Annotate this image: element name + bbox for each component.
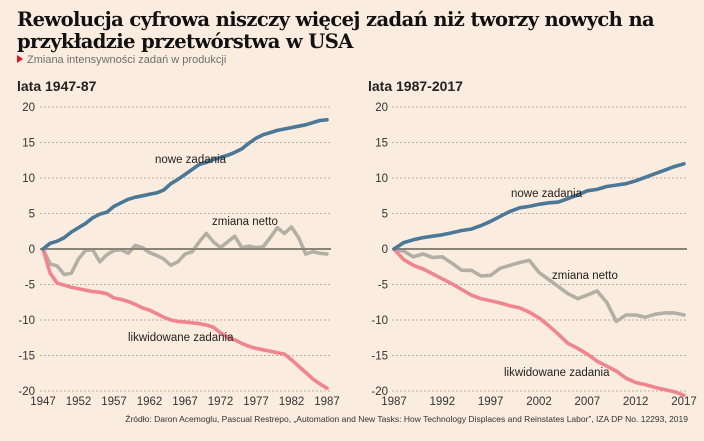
y-tick-label: 10 <box>22 173 35 185</box>
series-line-likwidowane <box>392 247 686 398</box>
series-line-nowe <box>392 162 686 251</box>
chart-title: Rewolucja cyfrowa niszczy więcej zadań n… <box>17 8 655 53</box>
x-tick-label: 1957 <box>101 396 127 408</box>
y-tick-label: 0 <box>29 244 35 256</box>
y-tick-label: 0 <box>382 244 388 256</box>
x-tick-label: 1987 <box>314 396 340 408</box>
series-line-netto <box>41 225 329 277</box>
y-tick-label: -15 <box>18 351 35 363</box>
series-line-netto <box>392 247 686 324</box>
x-tick-label: 1947 <box>30 396 56 408</box>
y-tick-label: -20 <box>371 386 388 398</box>
y-tick-label: -10 <box>18 315 35 327</box>
series-label-netto: zmiana netto <box>212 216 278 228</box>
x-tick-label: 1977 <box>243 396 269 408</box>
series-label-likwidowane: likwidowane zadania <box>128 332 234 344</box>
x-tick-label: 1952 <box>66 396 92 408</box>
y-tick-label: -5 <box>25 280 35 292</box>
series-line-likwidowane <box>41 247 329 391</box>
y-tick-label: -20 <box>18 386 35 398</box>
series-label-nowe: nowe zadania <box>511 188 583 200</box>
y-tick-label: 15 <box>22 138 35 150</box>
source-note: Źródło: Daron Acemoglu, Pascual Restrepo… <box>125 414 688 424</box>
series-label-netto: zmiana netto <box>552 270 618 282</box>
panel-title-left: lata 1947-87 <box>17 78 97 94</box>
y-tick-label: -10 <box>371 315 388 327</box>
y-tick-label: 10 <box>375 173 388 185</box>
series-label-nowe: nowe zadania <box>155 154 227 166</box>
y-tick-label: 20 <box>22 102 35 114</box>
y-tick-label: 15 <box>375 138 388 150</box>
x-tick-label: 1982 <box>279 396 305 408</box>
x-tick-label: 2007 <box>575 396 601 408</box>
x-tick-label: 2012 <box>623 396 649 408</box>
x-tick-label: 1987 <box>381 396 407 408</box>
series-line-nowe <box>41 118 329 251</box>
subtitle-text: Zmiana intensywności zadań w produkcji <box>27 54 227 66</box>
x-tick-label: 1962 <box>137 396 163 408</box>
series-label-likwidowane: likwidowane zadania <box>504 367 610 379</box>
x-tick-label: 2017 <box>671 396 697 408</box>
x-tick-label: 2002 <box>526 396 552 408</box>
y-tick-label: -15 <box>371 351 388 363</box>
chart-subtitle: Zmiana intensywności zadań w produkcji <box>17 54 226 66</box>
y-tick-label: 20 <box>375 102 388 114</box>
x-tick-label: 1972 <box>208 396 234 408</box>
x-tick-label: 1997 <box>478 396 504 408</box>
triangle-marker-icon <box>17 55 23 63</box>
y-tick-label: 5 <box>382 209 388 221</box>
y-tick-label: 5 <box>29 209 35 221</box>
x-tick-label: 1967 <box>172 396 198 408</box>
x-tick-label: 1992 <box>430 396 456 408</box>
y-tick-label: -5 <box>378 280 388 292</box>
panel-title-right: lata 1987-2017 <box>368 78 463 94</box>
